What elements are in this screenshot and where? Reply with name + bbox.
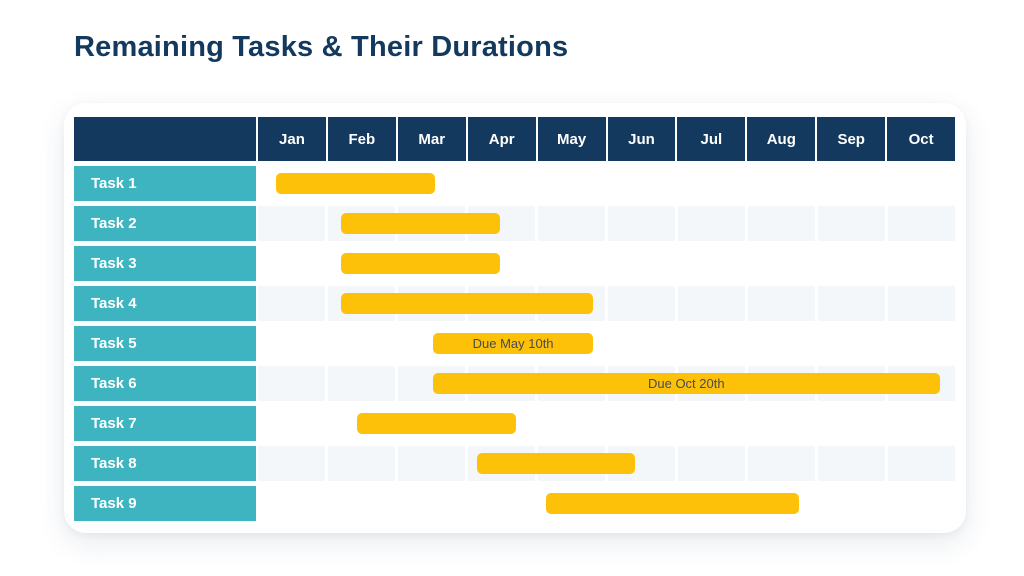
month-stripe-cell bbox=[888, 446, 955, 481]
month-header-mar: Mar bbox=[397, 117, 466, 161]
task-row-4: Task 4 bbox=[74, 286, 955, 321]
task-row-9: Task 9 bbox=[74, 486, 955, 521]
month-stripe-cell bbox=[328, 366, 395, 401]
task-row-7: Task 7 bbox=[74, 406, 955, 441]
month-header-apr: Apr bbox=[467, 117, 536, 161]
task-track bbox=[258, 406, 955, 441]
month-stripe-cell bbox=[608, 206, 675, 241]
task-track bbox=[258, 446, 955, 481]
task-track: Due Oct 20th bbox=[258, 366, 955, 401]
month-header-jun: Jun bbox=[607, 117, 676, 161]
task-label: Task 9 bbox=[74, 486, 256, 521]
month-stripe-cell bbox=[678, 286, 745, 321]
month-header-oct: Oct bbox=[887, 117, 956, 161]
gantt-bar bbox=[340, 293, 594, 314]
task-track bbox=[258, 206, 955, 241]
month-stripe-cell bbox=[258, 446, 325, 481]
gantt-bar bbox=[340, 213, 500, 234]
month-stripe-cell bbox=[818, 446, 885, 481]
month-stripe-cell bbox=[258, 206, 325, 241]
task-row-6: Task 6 Due Oct 20th bbox=[74, 366, 955, 401]
month-stripe-cell bbox=[258, 366, 325, 401]
task-row-8: Task 8 bbox=[74, 446, 955, 481]
task-label: Task 5 bbox=[74, 326, 256, 361]
task-track bbox=[258, 166, 955, 201]
month-header-feb: Feb bbox=[327, 117, 396, 161]
task-row-1: Task 1 bbox=[74, 166, 955, 201]
gantt-bar bbox=[276, 173, 436, 194]
gantt-bar bbox=[356, 413, 516, 434]
month-stripe-cell bbox=[818, 286, 885, 321]
task-label: Task 3 bbox=[74, 246, 256, 281]
month-stripe-cell bbox=[678, 206, 745, 241]
month-stripe-cell bbox=[328, 446, 395, 481]
month-stripe-cells bbox=[258, 286, 955, 321]
page-title: Remaining Tasks & Their Durations bbox=[74, 31, 569, 63]
task-track bbox=[258, 246, 955, 281]
month-stripe-cell bbox=[748, 206, 815, 241]
month-header-sep: Sep bbox=[817, 117, 886, 161]
month-header-jan: Jan bbox=[258, 117, 326, 161]
task-track: Due May 10th bbox=[258, 326, 955, 361]
gantt-header-row: Jan Feb Mar Apr May Jun Jul Aug Sep Oct bbox=[74, 117, 956, 161]
month-stripe-cell bbox=[888, 206, 955, 241]
month-stripe-cell bbox=[258, 286, 325, 321]
gantt-rows: Task 1 Task 2 Task 3 Task 4 Task 5 Due May 10… bbox=[74, 166, 955, 521]
month-stripe-cell bbox=[678, 446, 745, 481]
task-label: Task 6 bbox=[74, 366, 256, 401]
task-track bbox=[258, 486, 955, 521]
month-header-aug: Aug bbox=[747, 117, 816, 161]
gantt-bar bbox=[476, 453, 636, 474]
gantt-bar bbox=[340, 253, 500, 274]
month-header-may: May bbox=[537, 117, 606, 161]
task-label: Task 7 bbox=[74, 406, 256, 441]
gantt-bar: Due May 10th bbox=[432, 333, 594, 354]
month-stripe-cell bbox=[818, 206, 885, 241]
month-header-group: Jan Feb Mar Apr May Jun Jul Aug Sep Oct bbox=[258, 117, 956, 161]
task-label: Task 8 bbox=[74, 446, 256, 481]
task-label: Task 2 bbox=[74, 206, 256, 241]
month-stripe-cell bbox=[538, 206, 605, 241]
month-stripe-cell bbox=[888, 286, 955, 321]
gantt-card: Jan Feb Mar Apr May Jun Jul Aug Sep Oct Task 1 Tas… bbox=[64, 103, 966, 533]
task-row-5: Task 5 Due May 10th bbox=[74, 326, 955, 361]
month-stripe-cell bbox=[608, 286, 675, 321]
month-header-jul: Jul bbox=[677, 117, 746, 161]
month-stripe-cell bbox=[748, 446, 815, 481]
month-stripe-cell bbox=[748, 286, 815, 321]
task-label: Task 1 bbox=[74, 166, 256, 201]
gantt-bar bbox=[545, 493, 799, 514]
task-label: Task 4 bbox=[74, 286, 256, 321]
task-row-2: Task 2 bbox=[74, 206, 955, 241]
task-track bbox=[258, 286, 955, 321]
gantt-corner-cell bbox=[74, 117, 256, 161]
task-row-3: Task 3 bbox=[74, 246, 955, 281]
month-stripe-cell bbox=[398, 446, 465, 481]
month-stripe-cells bbox=[258, 206, 955, 241]
gantt-chart: Jan Feb Mar Apr May Jun Jul Aug Sep Oct Task 1 Tas… bbox=[74, 117, 956, 521]
gantt-bar: Due Oct 20th bbox=[432, 373, 940, 394]
